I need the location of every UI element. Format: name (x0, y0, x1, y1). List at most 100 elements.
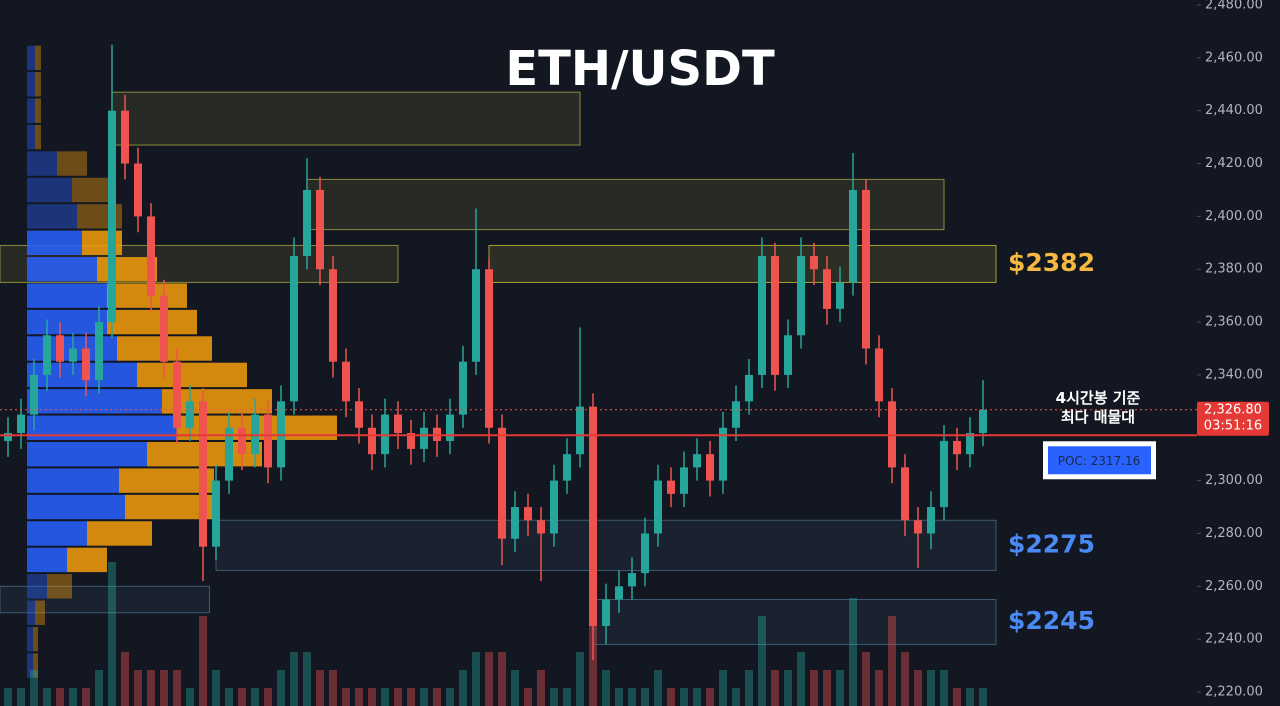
y-tick-label: 2,460.00 (1205, 50, 1263, 65)
candle-body (238, 427, 246, 455)
candle-body (615, 586, 623, 600)
profile-sell (33, 626, 38, 652)
zone-label: $2245 (1008, 606, 1095, 635)
candle-body (303, 189, 311, 257)
volume-bar (342, 688, 350, 706)
candle-body (420, 427, 428, 449)
profile-buy (27, 441, 147, 467)
candle-body (628, 573, 636, 587)
volume-bar (680, 688, 688, 706)
volume-bar (875, 670, 883, 706)
candle-body (368, 427, 376, 455)
volume-bar (303, 652, 311, 706)
candle-body (784, 335, 792, 375)
volume-bar (823, 670, 831, 706)
volume-bar (225, 688, 233, 706)
volume-bar (147, 670, 155, 706)
candle-body (160, 295, 168, 362)
candle-body (862, 189, 870, 349)
candle-body (355, 401, 363, 428)
profile-sell (35, 600, 45, 625)
poc-box-inner (1048, 446, 1151, 475)
profile-sell (35, 45, 41, 71)
profile-buy (27, 600, 35, 625)
volume-bar (667, 688, 675, 706)
candle-body (134, 163, 142, 217)
volume-bar (732, 688, 740, 706)
candle-body (524, 507, 532, 521)
candle-body (940, 440, 948, 508)
candle-body (901, 467, 909, 521)
volume-bar (95, 670, 103, 706)
volume-bar (719, 670, 727, 706)
profile-buy (27, 204, 77, 229)
volume-bar (290, 652, 298, 706)
candle-body (329, 269, 337, 362)
profile-sell (87, 521, 152, 546)
volume-bar (654, 670, 662, 706)
profile-buy (27, 415, 177, 440)
profile-sell (35, 72, 41, 97)
volume-bar (862, 652, 870, 706)
zone (488, 244, 997, 283)
volume-bar (940, 670, 948, 706)
volume-bar (966, 688, 974, 706)
candle-body (342, 361, 350, 402)
candle-body (654, 480, 662, 534)
zone (592, 599, 997, 645)
candle-body (797, 256, 805, 336)
candle-body (875, 348, 883, 402)
profile-buy (27, 151, 57, 176)
profile-buy (27, 468, 119, 493)
volume-bar (17, 688, 25, 706)
candle-body (82, 348, 90, 381)
y-tick-label: 2,280.00 (1205, 526, 1263, 541)
y-tick-label: 2,240.00 (1205, 632, 1263, 647)
candle-body (732, 401, 740, 428)
volume-bar (212, 670, 220, 706)
candle-body (30, 374, 38, 415)
candle-body (667, 480, 675, 494)
candle-body (394, 414, 402, 434)
annotation: 4시간봉 기준 (1056, 389, 1141, 407)
volume-bar (602, 670, 610, 706)
volume-bar (186, 688, 194, 706)
volume-bar (420, 688, 428, 706)
y-tick-label: 2,420.00 (1205, 156, 1263, 171)
candle-body (979, 409, 987, 434)
volume-bar (173, 670, 181, 706)
candle-body (225, 427, 233, 481)
volume-bar (641, 688, 649, 706)
candle-body (56, 335, 64, 362)
volume-bar (277, 670, 285, 706)
volume-bar (251, 688, 259, 706)
volume-bar (368, 688, 376, 706)
volume-bar (498, 652, 506, 706)
volume-bar (888, 616, 896, 706)
volume-bar (485, 652, 493, 706)
zone (111, 91, 581, 146)
candle-body (407, 433, 415, 449)
poc-label: POC: 2317.16 (1058, 454, 1141, 468)
volume-bar (576, 652, 584, 706)
candle-body (810, 256, 818, 270)
volume-bar (4, 688, 12, 706)
volume-bar (69, 688, 77, 706)
profile-sell (107, 309, 197, 335)
y-tick-label: 2,440.00 (1205, 103, 1263, 118)
volume-bar (43, 688, 51, 706)
volume-bar (706, 688, 714, 706)
volume-bar (108, 562, 116, 706)
profile-buy (27, 389, 162, 414)
volume-bar (238, 688, 246, 706)
candle-body (745, 374, 753, 402)
volume-bar (394, 688, 402, 706)
profile-sell (72, 177, 112, 203)
candle-body (719, 427, 727, 481)
volume-bar (199, 616, 207, 706)
volume-bar (446, 688, 454, 706)
profile-buy (27, 72, 35, 97)
y-tick-label: 2,220.00 (1205, 685, 1263, 700)
